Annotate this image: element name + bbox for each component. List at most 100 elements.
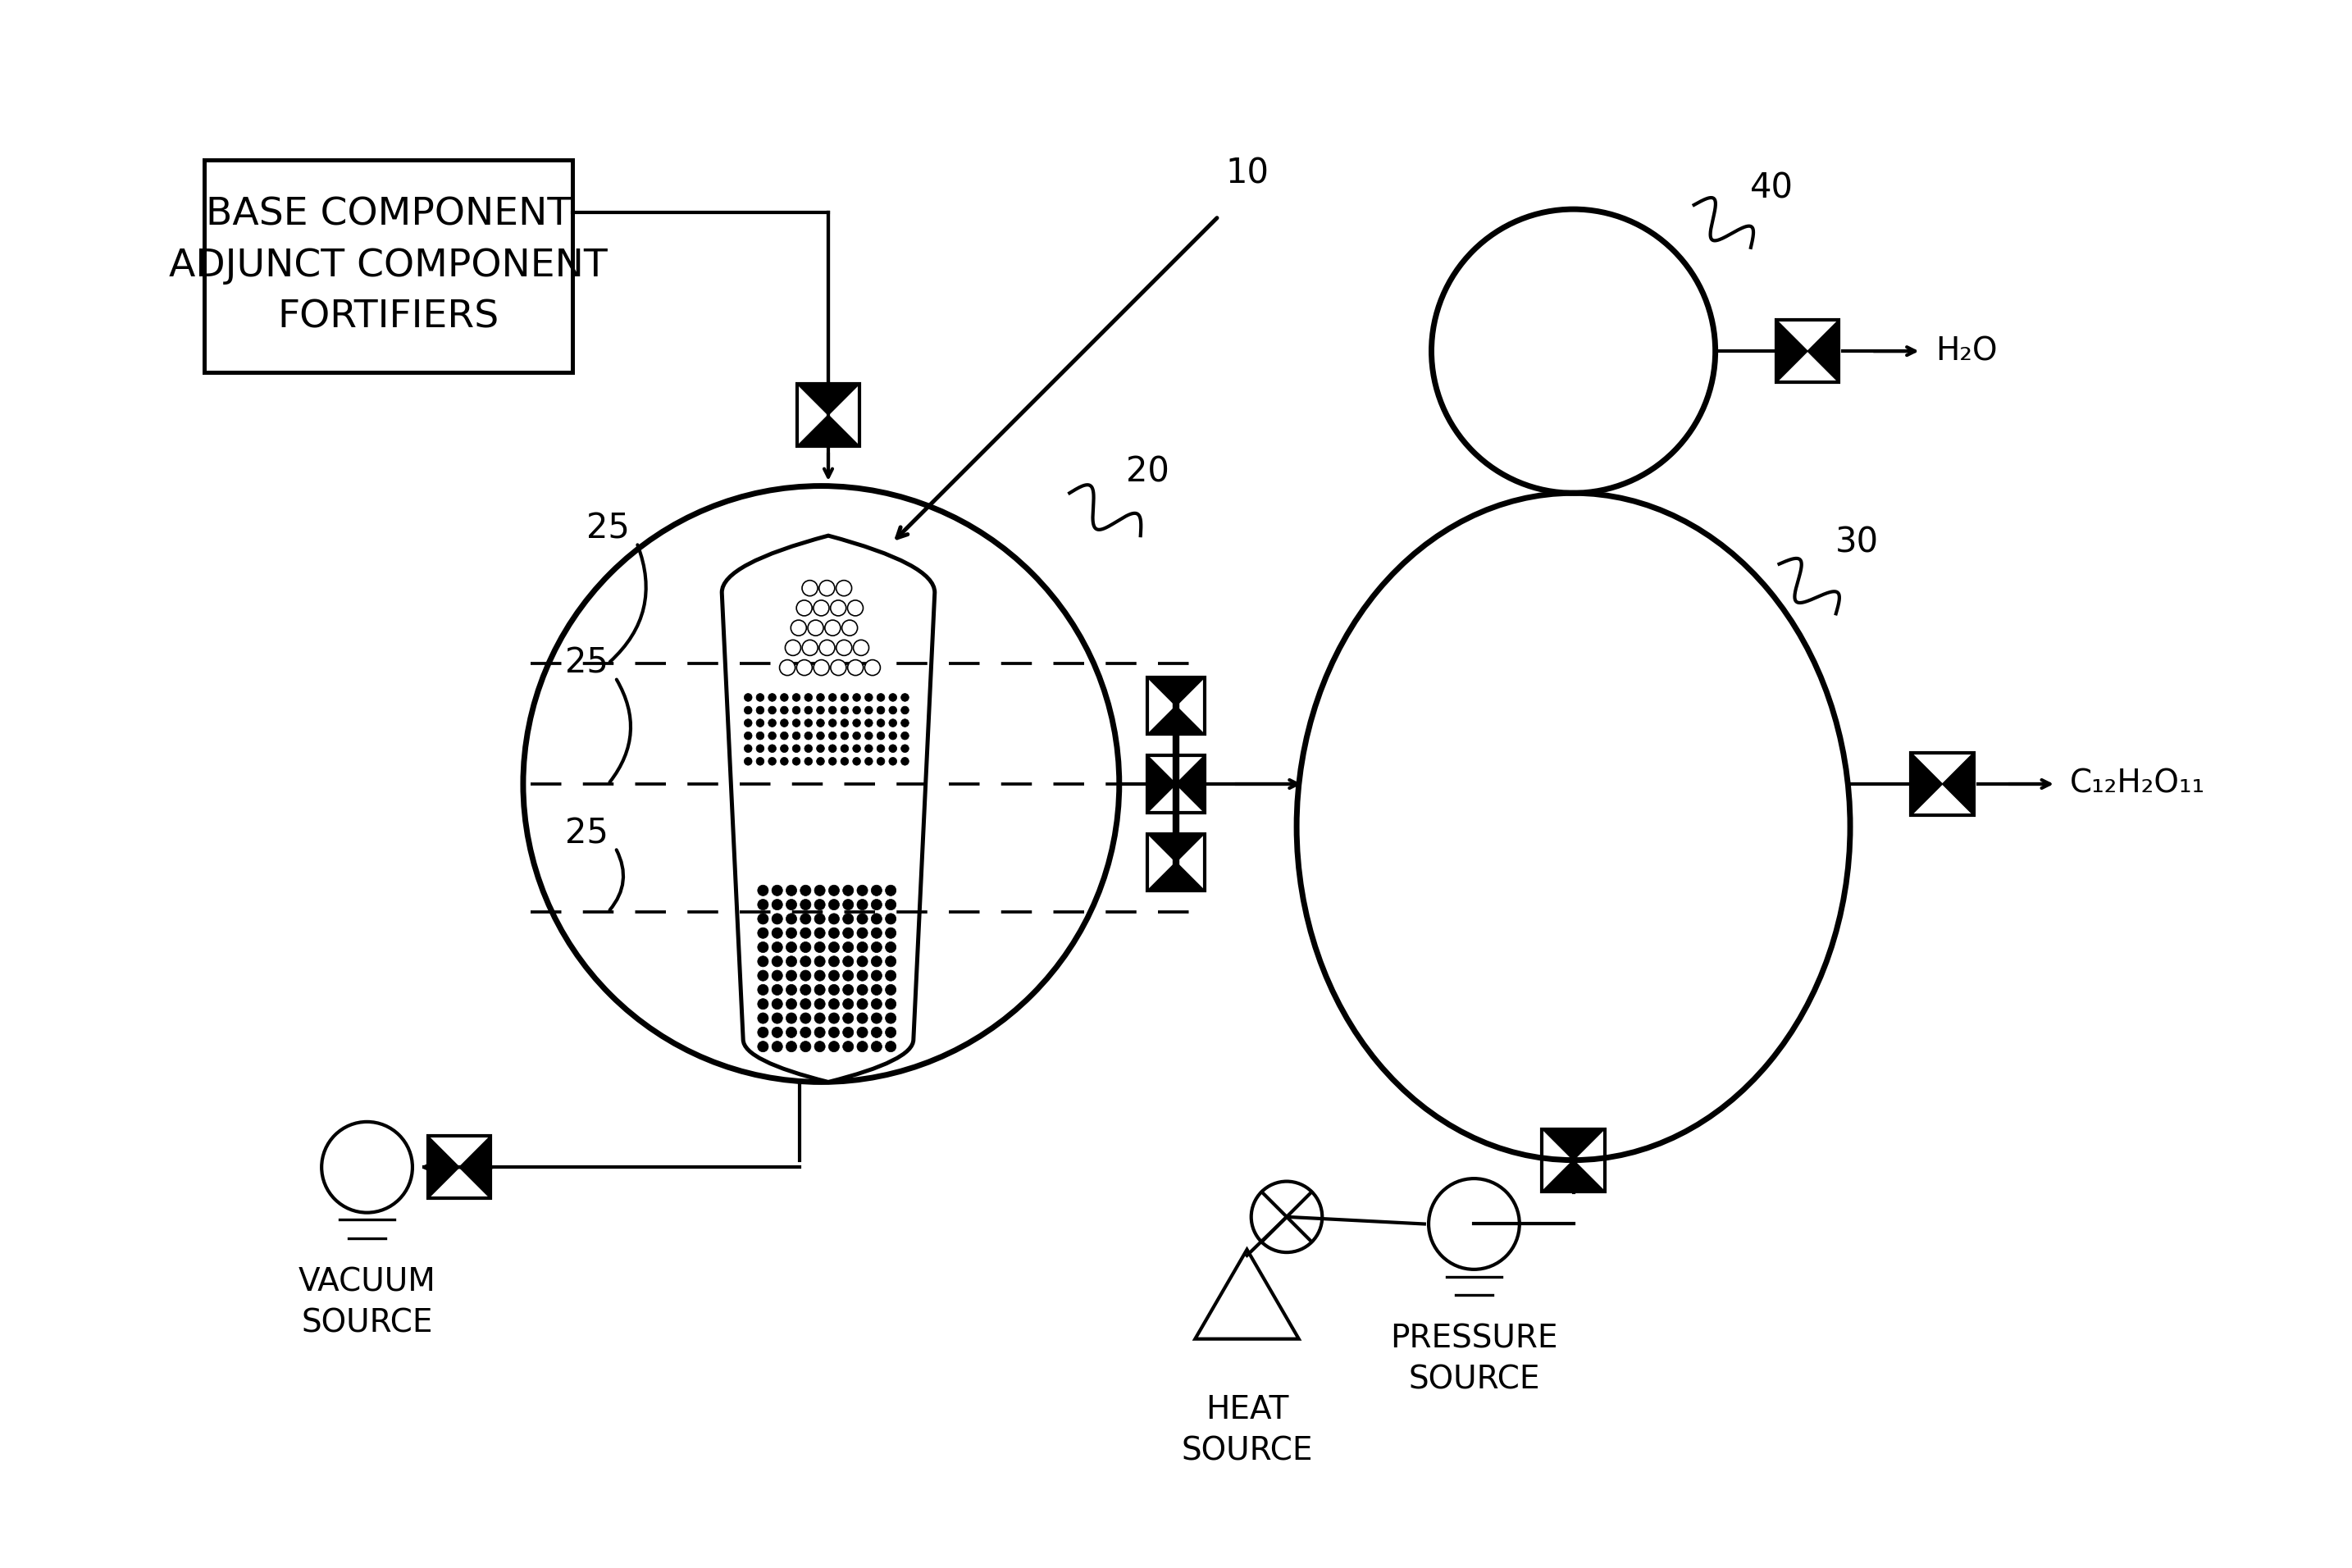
Circle shape — [781, 745, 788, 753]
Circle shape — [786, 999, 797, 1010]
Circle shape — [828, 757, 837, 765]
Circle shape — [781, 706, 788, 713]
Circle shape — [870, 898, 882, 909]
Circle shape — [814, 971, 826, 982]
Circle shape — [757, 898, 769, 909]
Circle shape — [757, 914, 769, 924]
Circle shape — [854, 732, 861, 740]
Circle shape — [769, 693, 776, 701]
Circle shape — [842, 884, 854, 895]
Circle shape — [804, 720, 811, 728]
Circle shape — [854, 693, 861, 701]
Circle shape — [842, 1013, 854, 1024]
Circle shape — [771, 999, 783, 1010]
Text: HEAT
SOURCE: HEAT SOURCE — [1181, 1394, 1312, 1466]
Circle shape — [901, 720, 908, 728]
Circle shape — [814, 1013, 826, 1024]
Polygon shape — [1148, 677, 1204, 706]
Circle shape — [786, 914, 797, 924]
Circle shape — [856, 1013, 868, 1024]
Circle shape — [771, 985, 783, 996]
Circle shape — [769, 706, 776, 713]
Circle shape — [793, 720, 800, 728]
Text: 30: 30 — [1835, 525, 1879, 560]
Circle shape — [856, 914, 868, 924]
Circle shape — [757, 985, 769, 996]
Circle shape — [800, 956, 811, 967]
Circle shape — [797, 601, 811, 616]
Bar — [797, 384, 858, 447]
Circle shape — [781, 757, 788, 765]
Circle shape — [802, 640, 818, 655]
Text: BASE COMPONENT
ADJUNCT COMPONENT
FORTIFIERS: BASE COMPONENT ADJUNCT COMPONENT FORTIFI… — [169, 196, 607, 336]
Circle shape — [884, 1041, 896, 1052]
Circle shape — [842, 942, 854, 953]
Text: C₁₂H₂O₁₁: C₁₂H₂O₁₁ — [2070, 768, 2206, 800]
Circle shape — [828, 914, 840, 924]
Circle shape — [800, 942, 811, 953]
Circle shape — [743, 732, 753, 740]
Circle shape — [816, 693, 826, 701]
Circle shape — [769, 720, 776, 728]
Polygon shape — [1943, 753, 1973, 815]
Circle shape — [781, 732, 788, 740]
Circle shape — [743, 706, 753, 713]
Circle shape — [814, 928, 826, 938]
Circle shape — [842, 956, 854, 967]
Circle shape — [828, 732, 837, 740]
Circle shape — [779, 660, 795, 676]
Polygon shape — [1148, 756, 1176, 812]
Circle shape — [870, 1041, 882, 1052]
Circle shape — [800, 971, 811, 982]
Circle shape — [828, 720, 837, 728]
Circle shape — [884, 971, 896, 982]
Circle shape — [840, 693, 849, 701]
Circle shape — [870, 971, 882, 982]
Circle shape — [828, 985, 840, 996]
Circle shape — [856, 1041, 868, 1052]
Circle shape — [840, 706, 849, 713]
Circle shape — [901, 706, 908, 713]
Circle shape — [757, 884, 769, 895]
Bar — [1776, 320, 1839, 383]
Circle shape — [786, 640, 800, 655]
Circle shape — [828, 999, 840, 1010]
Circle shape — [837, 640, 851, 655]
Circle shape — [790, 619, 807, 635]
Bar — [428, 1135, 492, 1198]
Circle shape — [800, 914, 811, 924]
Circle shape — [797, 660, 811, 676]
Circle shape — [828, 693, 837, 701]
Circle shape — [866, 693, 873, 701]
Circle shape — [866, 757, 873, 765]
Circle shape — [771, 1027, 783, 1038]
Bar — [1148, 756, 1204, 812]
Circle shape — [757, 942, 769, 953]
Bar — [1543, 1129, 1604, 1192]
Circle shape — [771, 956, 783, 967]
Polygon shape — [1543, 1129, 1604, 1160]
Circle shape — [828, 928, 840, 938]
Polygon shape — [459, 1135, 492, 1198]
Circle shape — [856, 942, 868, 953]
Circle shape — [828, 956, 840, 967]
Circle shape — [877, 732, 884, 740]
Circle shape — [814, 884, 826, 895]
Circle shape — [800, 985, 811, 996]
Circle shape — [870, 914, 882, 924]
Circle shape — [842, 999, 854, 1010]
Circle shape — [816, 732, 826, 740]
Circle shape — [889, 745, 896, 753]
Circle shape — [828, 942, 840, 953]
Circle shape — [757, 706, 764, 713]
Circle shape — [804, 757, 811, 765]
Circle shape — [743, 693, 753, 701]
PathPatch shape — [722, 536, 934, 1082]
Circle shape — [793, 757, 800, 765]
Text: 20: 20 — [1127, 455, 1169, 489]
Circle shape — [901, 757, 908, 765]
Circle shape — [842, 619, 858, 635]
Circle shape — [884, 898, 896, 909]
Circle shape — [786, 985, 797, 996]
Circle shape — [800, 1041, 811, 1052]
